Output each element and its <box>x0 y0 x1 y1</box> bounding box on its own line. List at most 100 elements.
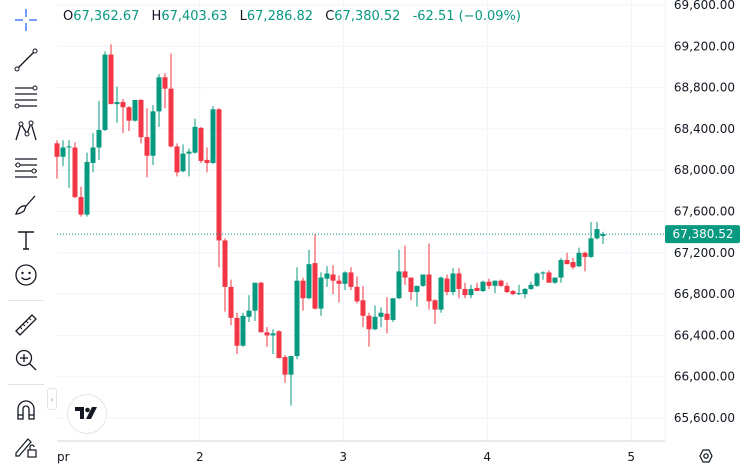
candle-up <box>516 293 522 295</box>
candle-up <box>192 126 198 153</box>
tradingview-logo[interactable] <box>67 394 107 434</box>
candle-down <box>108 54 114 105</box>
emoji-icon <box>15 264 37 286</box>
price-tick-label: 66,400.00 <box>674 328 735 342</box>
candle-up <box>378 312 384 317</box>
zoom-in-tool[interactable] <box>10 345 42 375</box>
candle-up <box>558 260 564 278</box>
candle-down <box>336 280 342 284</box>
candle-up <box>180 153 186 172</box>
candle-down <box>432 300 438 310</box>
trend-line-icon <box>14 48 38 72</box>
candle-up <box>492 280 498 286</box>
candle-up <box>414 285 420 293</box>
price-tick-label: 65,600.00 <box>674 411 735 425</box>
tradingview-logo-icon <box>75 407 97 419</box>
brush-icon <box>15 195 36 215</box>
candle-down <box>546 272 552 283</box>
drawing-toolbar: ‹ <box>0 0 57 470</box>
collapse-toolbar-button[interactable]: ‹ <box>47 388 57 410</box>
candle-down <box>366 315 372 330</box>
time-tick-label: 4 <box>483 450 491 464</box>
price-axis[interactable]: 69,600.00 69,200.00 68,800.00 68,400.00 68,0… <box>674 0 735 425</box>
crosshair-icon <box>15 9 37 31</box>
grid <box>57 0 666 442</box>
candle-up <box>342 272 348 284</box>
candle-down <box>408 277 414 293</box>
brush-tool[interactable] <box>10 190 42 220</box>
close-label: C <box>325 9 335 24</box>
chevron-left-icon: ‹ <box>50 394 54 404</box>
candle-up <box>66 146 72 148</box>
candle-down <box>54 143 60 157</box>
open-label: O <box>63 9 74 24</box>
candle-down <box>330 274 336 281</box>
candle-down <box>462 288 468 296</box>
ruler-icon <box>15 314 37 336</box>
text-tool[interactable] <box>10 225 42 255</box>
candle-down <box>456 273 462 289</box>
open-value: 67,362.67 <box>73 9 140 24</box>
candle-up <box>288 356 294 375</box>
candle-up <box>468 288 474 296</box>
candle-up <box>150 111 156 156</box>
price-tick-label: 69,200.00 <box>674 39 735 53</box>
candle-down <box>348 272 354 287</box>
candle-down <box>228 286 234 318</box>
trend-line-tool[interactable] <box>10 45 42 75</box>
candle-up <box>96 129 102 148</box>
candle-down <box>504 285 510 293</box>
candle-down <box>276 331 282 359</box>
pattern-tool[interactable] <box>10 116 42 146</box>
candle-down <box>222 240 228 287</box>
candle-up <box>210 109 216 163</box>
candle-down <box>300 280 306 299</box>
fib-retracement-tool[interactable] <box>10 81 42 111</box>
ohlc-legend: O67,362.67 H67,403.63 L67,286.82 C67,380… <box>63 9 525 24</box>
time-tick-label: pr <box>57 450 70 464</box>
prediction-icon <box>15 158 37 178</box>
low-label: L <box>239 9 247 24</box>
magnet-icon <box>17 400 35 420</box>
candle-down <box>582 252 588 257</box>
candle-down <box>216 109 222 241</box>
candle-up <box>114 102 120 105</box>
candle-up <box>186 151 192 154</box>
candle-down <box>564 260 570 265</box>
candle-up <box>522 288 528 295</box>
fib-retracement-icon <box>14 85 38 109</box>
candle-down <box>120 102 126 108</box>
candle-up <box>600 234 606 237</box>
candle-up <box>438 277 444 310</box>
time-axis[interactable]: pr 2 3 4 5 <box>57 450 635 464</box>
prediction-tool[interactable] <box>10 153 42 183</box>
price-tick-label: 68,800.00 <box>674 81 735 95</box>
candle-down <box>498 280 504 286</box>
candle-down <box>402 271 408 278</box>
candle-up <box>390 298 396 320</box>
candle-up <box>270 333 276 336</box>
price-tick-label: 69,600.00 <box>674 0 735 12</box>
lock-drawings-icon <box>15 438 37 458</box>
candle-down <box>72 147 78 198</box>
settings-icon[interactable] <box>699 449 713 463</box>
price-tick-label: 68,400.00 <box>674 122 735 136</box>
toolbar-divider <box>8 300 44 301</box>
last-price-badge <box>665 225 740 244</box>
ruler-tool[interactable] <box>10 310 42 340</box>
emoji-tool[interactable] <box>10 260 42 290</box>
candle-down <box>510 291 516 295</box>
lock-drawings-tool[interactable] <box>10 431 42 461</box>
candle-up <box>306 264 312 299</box>
price-tick-label: 66,800.00 <box>674 287 735 301</box>
candle-up <box>318 277 324 309</box>
candle-up <box>588 238 594 257</box>
price-tick-label: 68,000.00 <box>674 163 735 177</box>
candle-down <box>258 282 264 333</box>
candle-up <box>450 273 456 293</box>
candle-up <box>156 77 162 112</box>
price-tick-label: 67,600.00 <box>674 205 735 219</box>
crosshair-tool[interactable] <box>10 5 42 35</box>
magnet-tool[interactable] <box>10 395 42 425</box>
